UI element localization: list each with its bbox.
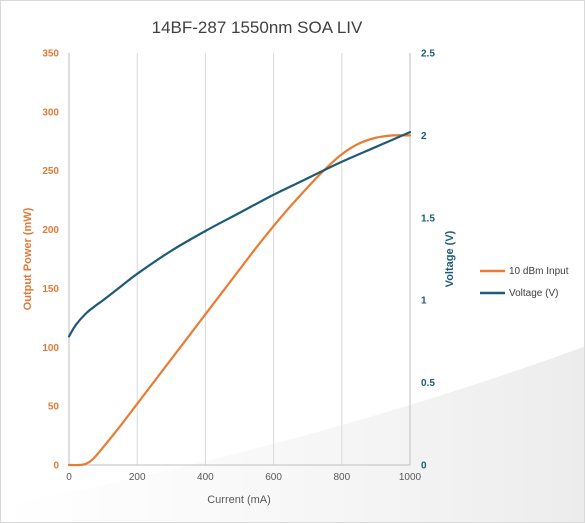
y-left-tick-label: 0: [53, 461, 59, 472]
y-right-tick-label: 2: [421, 131, 427, 142]
gridlines: [136, 53, 343, 465]
y-left-tick-label: 150: [42, 284, 59, 295]
y-right-axis-title: Voltage (V): [444, 230, 456, 287]
y-right-tick-label: 2.5: [421, 49, 435, 60]
x-tick-label: 600: [265, 472, 282, 483]
y-right-tick-label: 0: [421, 461, 427, 472]
series-line-1: [67, 131, 412, 338]
y-left-tick-label: 100: [42, 343, 59, 354]
tick-labels: 0 200 400 600 800 100005010015020025030035000…: [42, 49, 435, 484]
y-left-tick-label: 50: [48, 402, 60, 413]
y-left-axis-title: Output Power (mW): [22, 207, 34, 310]
x-tick-label: 1000: [399, 472, 422, 483]
legend-label-1: Voltage (V): [509, 288, 558, 299]
y-left-tick-label: 200: [42, 225, 59, 236]
y-left-tick-label: 250: [42, 166, 59, 177]
x-axis-title: Current (mA): [207, 494, 271, 506]
x-tick-label: 200: [129, 472, 146, 483]
y-right-tick-label: 1.5: [421, 213, 435, 224]
background-shade: [1, 346, 584, 522]
x-tick-label: 800: [333, 472, 350, 483]
y-right-tick-label: 0.5: [421, 378, 435, 389]
y-right-tick-label: 1: [421, 296, 427, 307]
legend-label-0: 10 dBm Input: [509, 266, 569, 277]
chart-title: 14BF-287 1550nm SOA LIV: [152, 18, 363, 37]
series-lines: [67, 131, 412, 467]
series-line-0: [67, 134, 412, 467]
y-left-tick-label: 350: [42, 49, 59, 60]
y-left-tick-label: 300: [42, 107, 59, 118]
x-tick-label: 400: [197, 472, 214, 483]
axes: [68, 53, 411, 466]
x-tick-label: 0: [66, 472, 72, 483]
legend: 10 dBm Input Voltage (V): [480, 266, 569, 299]
